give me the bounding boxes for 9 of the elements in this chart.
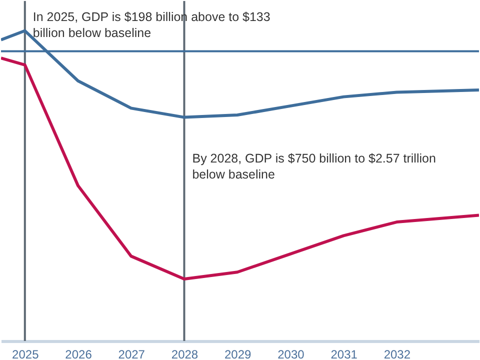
x-tick-label: 2027 [118, 348, 146, 360]
x-tick-label: 2032 [384, 348, 411, 360]
annotation: By 2028, GDP is $750 billion to $2.57 trillion below baseline [192, 151, 436, 182]
x-tick-label: 2025 [12, 348, 40, 360]
x-tick-label: 2026 [65, 348, 92, 360]
x-tick-label: 2028 [171, 348, 198, 360]
x-tick-label: 2030 [278, 348, 305, 360]
x-tick-label: 2029 [224, 348, 252, 360]
x-tick-label: 2031 [330, 348, 358, 360]
